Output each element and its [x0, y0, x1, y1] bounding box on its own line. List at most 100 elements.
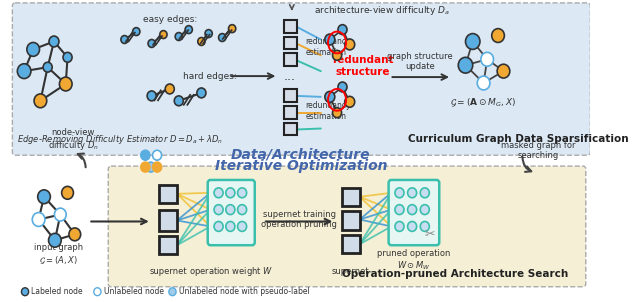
Circle shape	[141, 162, 150, 172]
Circle shape	[333, 50, 342, 60]
Circle shape	[237, 221, 246, 231]
Circle shape	[146, 162, 156, 172]
FancyBboxPatch shape	[159, 210, 177, 231]
Text: masked graph for
searching: masked graph for searching	[500, 141, 575, 160]
Circle shape	[420, 205, 429, 214]
Circle shape	[43, 62, 52, 72]
Circle shape	[198, 37, 205, 45]
Circle shape	[214, 221, 223, 231]
Circle shape	[395, 221, 404, 231]
Circle shape	[325, 34, 335, 45]
Text: graph structure
update: graph structure update	[387, 52, 453, 71]
Text: Iterative Optimization: Iterative Optimization	[214, 159, 387, 173]
Circle shape	[63, 52, 72, 62]
Circle shape	[458, 57, 473, 73]
FancyBboxPatch shape	[108, 166, 586, 287]
FancyBboxPatch shape	[284, 53, 297, 66]
Circle shape	[205, 30, 212, 37]
Text: input graph
$\mathcal{G} = (A, X)$: input graph $\mathcal{G} = (A, X)$	[34, 243, 83, 266]
FancyBboxPatch shape	[284, 106, 297, 119]
Circle shape	[165, 84, 174, 94]
Text: hard edges:: hard edges:	[183, 72, 237, 81]
Circle shape	[338, 25, 347, 34]
Circle shape	[226, 188, 235, 198]
Circle shape	[152, 162, 162, 172]
Text: easy edges:: easy edges:	[143, 15, 197, 24]
Text: ...: ...	[283, 69, 295, 83]
Circle shape	[132, 28, 140, 36]
Circle shape	[32, 213, 45, 226]
Circle shape	[49, 233, 61, 247]
FancyBboxPatch shape	[342, 188, 360, 206]
Text: ✂: ✂	[424, 228, 435, 241]
FancyBboxPatch shape	[342, 210, 360, 230]
FancyBboxPatch shape	[342, 235, 360, 253]
FancyBboxPatch shape	[284, 89, 297, 102]
Circle shape	[160, 31, 167, 39]
Text: supernet: supernet	[149, 267, 187, 276]
Circle shape	[333, 108, 342, 118]
Circle shape	[61, 186, 74, 199]
Circle shape	[169, 288, 176, 296]
Text: redundant
structure: redundant structure	[332, 55, 393, 77]
Text: Unlabeled node with pseudo-label: Unlabeled node with pseudo-label	[179, 287, 310, 296]
Circle shape	[492, 29, 504, 43]
Circle shape	[477, 76, 490, 90]
Circle shape	[420, 188, 429, 198]
Circle shape	[226, 205, 235, 214]
Circle shape	[27, 43, 40, 56]
Text: $\mathcal{G} = (\mathbf{A} \odot M_G, X)$: $\mathcal{G} = (\mathbf{A} \odot M_G, X)…	[451, 97, 516, 109]
Circle shape	[497, 64, 510, 78]
Circle shape	[94, 288, 101, 296]
Circle shape	[148, 40, 156, 47]
Circle shape	[345, 39, 355, 50]
Circle shape	[228, 25, 236, 33]
Circle shape	[17, 64, 31, 79]
Circle shape	[197, 88, 206, 98]
Circle shape	[174, 96, 183, 106]
Circle shape	[408, 188, 417, 198]
Circle shape	[60, 77, 72, 91]
Circle shape	[226, 221, 235, 231]
Circle shape	[214, 205, 223, 214]
Circle shape	[219, 34, 226, 41]
FancyBboxPatch shape	[159, 185, 177, 203]
Circle shape	[175, 33, 182, 40]
Text: node-view
difficulty $D_n$: node-view difficulty $D_n$	[47, 128, 99, 152]
Text: operation pruning: operation pruning	[261, 220, 337, 230]
Circle shape	[141, 150, 150, 160]
Text: operation weight $W$: operation weight $W$	[189, 265, 273, 278]
Circle shape	[395, 205, 404, 214]
Circle shape	[38, 190, 51, 204]
FancyBboxPatch shape	[284, 37, 297, 50]
Circle shape	[338, 82, 347, 92]
Text: Labeled node: Labeled node	[31, 287, 83, 296]
Circle shape	[152, 150, 162, 160]
Text: Data/Architecture: Data/Architecture	[231, 147, 371, 161]
Circle shape	[345, 96, 355, 107]
Circle shape	[325, 92, 335, 102]
Circle shape	[121, 36, 128, 43]
Circle shape	[185, 26, 193, 34]
Text: redundancy
estimation: redundancy estimation	[305, 37, 351, 57]
Circle shape	[214, 188, 223, 198]
FancyBboxPatch shape	[12, 3, 590, 155]
Circle shape	[21, 288, 29, 296]
Circle shape	[420, 221, 429, 231]
Text: Curriculum Graph Data Sparsification: Curriculum Graph Data Sparsification	[408, 134, 628, 144]
Text: redundancy
estimation: redundancy estimation	[305, 101, 351, 121]
Circle shape	[34, 94, 47, 108]
Text: Unlabeled node: Unlabeled node	[104, 287, 164, 296]
Text: supernet: supernet	[332, 267, 369, 276]
Circle shape	[49, 36, 59, 47]
Text: architecture-view difficulty $D_a$: architecture-view difficulty $D_a$	[314, 4, 451, 17]
Circle shape	[395, 188, 404, 198]
Circle shape	[237, 188, 246, 198]
Circle shape	[408, 205, 417, 214]
FancyBboxPatch shape	[284, 20, 297, 33]
FancyBboxPatch shape	[159, 236, 177, 254]
Circle shape	[237, 205, 246, 214]
FancyBboxPatch shape	[208, 180, 255, 245]
Text: pruned operation
$W \odot M_W$: pruned operation $W \odot M_W$	[377, 249, 451, 272]
Circle shape	[465, 34, 480, 50]
